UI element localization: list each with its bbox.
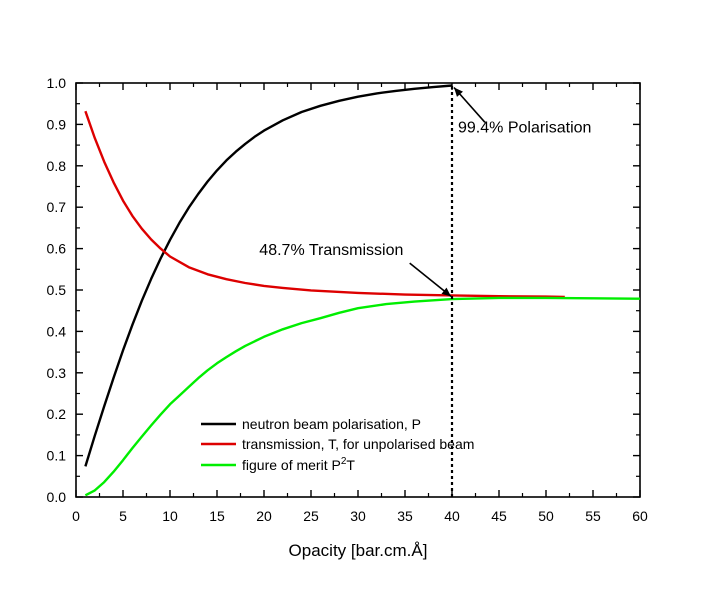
y-tick-label: 0.5 (47, 282, 67, 298)
data-series (84, 84, 641, 497)
legend-label-polarisation: neutron beam polarisation, P (242, 416, 421, 432)
x-tick-label: 0 (72, 508, 80, 524)
legend: neutron beam polarisation, P transmissio… (201, 416, 474, 473)
series-line-transmission (84, 110, 565, 299)
x-tick-label: 25 (303, 508, 319, 524)
x-axis-title: Opacity [bar.cm.Å] (289, 541, 428, 560)
annotation-transmission-arrow-head (441, 287, 451, 297)
annotations: 99.4% Polarisation 48.7% Transmission (259, 83, 591, 497)
legend-label-merit: figure of merit P2T (242, 456, 355, 473)
y-tick-label: 1.0 (47, 75, 67, 91)
y-tick-label: 0.3 (47, 365, 67, 381)
annotation-polarisation-arrow-head (454, 87, 463, 97)
legend-label-merit-main: figure of merit P (242, 457, 341, 473)
annotation-transmission: 48.7% Transmission (259, 242, 403, 259)
legend-label-transmission: transmission, T, for unpolarised beam (242, 436, 474, 452)
x-tick-label: 50 (538, 508, 554, 524)
y-tick-label: 0.9 (47, 116, 67, 132)
x-tick-label: 30 (350, 508, 366, 524)
x-tick-label: 15 (209, 508, 225, 524)
y-tick-label: 0.6 (47, 241, 67, 257)
series-line-polarisation (84, 84, 453, 467)
x-tick-label: 40 (444, 508, 460, 524)
x-tick-label: 5 (119, 508, 127, 524)
legend-label-merit-sup: 2 (341, 456, 347, 467)
series-line-merit (84, 296, 641, 497)
x-tick-label: 10 (162, 508, 178, 524)
y-tick-label: 0.8 (47, 158, 67, 174)
x-tick-label: 20 (256, 508, 272, 524)
x-tick-label: 35 (397, 508, 413, 524)
y-tick-label: 0.7 (47, 199, 67, 215)
axis-ticks: 0 5 10 15 20 25 30 35 40 45 50 55 60 0.0 0.1 0.2 0.3 0.4 0… (47, 75, 648, 524)
y-tick-label: 0.1 (47, 448, 67, 464)
plot-frame (75, 82, 641, 498)
x-tick-label: 60 (632, 508, 648, 524)
x-tick-label: 45 (491, 508, 507, 524)
y-tick-label: 0.2 (47, 406, 67, 422)
y-tick-label: 0.4 (47, 323, 67, 339)
annotation-polarisation: 99.4% Polarisation (458, 120, 591, 137)
legend-label-merit-suffix: T (346, 457, 355, 473)
x-tick-label: 55 (585, 508, 601, 524)
y-tick-label: 0.0 (47, 489, 67, 505)
plot-area (75, 82, 641, 498)
